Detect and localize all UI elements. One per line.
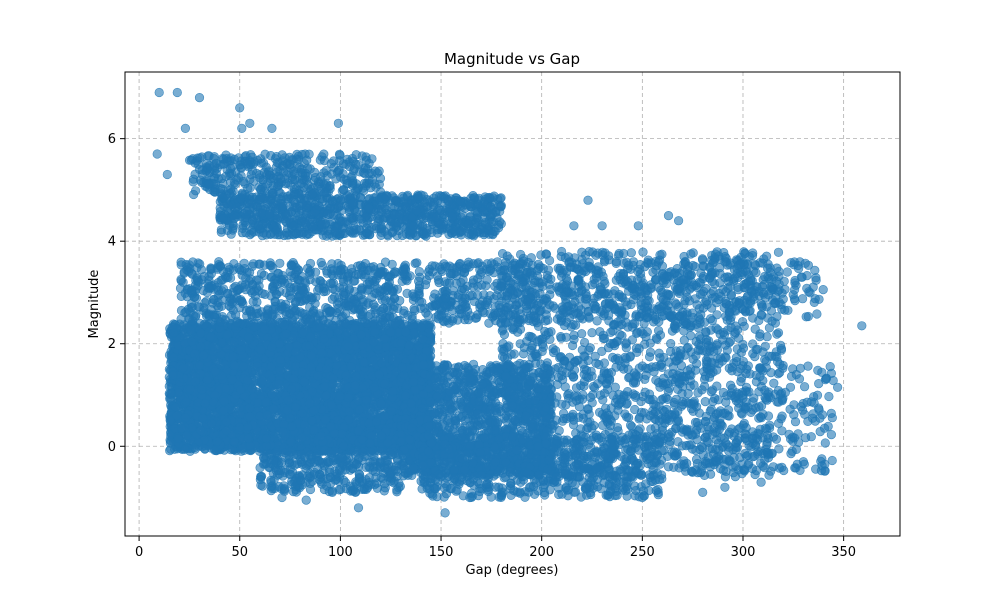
scatter-point <box>203 376 212 385</box>
scatter-point <box>169 353 178 362</box>
scatter-point <box>190 350 199 359</box>
scatter-point <box>195 361 204 370</box>
scatter-point <box>354 427 363 436</box>
scatter-point <box>169 329 178 338</box>
scatter-point <box>230 338 239 347</box>
scatter-point <box>288 422 297 431</box>
scatter-point <box>209 398 218 407</box>
scatter-point <box>230 437 239 446</box>
scatter-point <box>201 445 210 454</box>
scatter-point <box>418 335 427 344</box>
scatter-point <box>269 405 278 414</box>
scatter-point <box>186 385 195 394</box>
scatter-point <box>220 397 229 406</box>
scatter-point <box>380 334 389 343</box>
scatter-point <box>289 374 298 383</box>
scatter-point <box>228 375 237 384</box>
scatter-point <box>182 398 191 407</box>
scatter-point <box>282 329 291 338</box>
scatter-point <box>199 351 208 360</box>
chart-title: Magnitude vs Gap <box>444 50 580 68</box>
scatter-point <box>298 368 307 377</box>
scatter-point <box>342 371 351 380</box>
scatter-point <box>229 352 238 361</box>
scatter-point <box>275 380 284 389</box>
scatter-point <box>222 426 231 435</box>
data-points <box>153 88 866 517</box>
scatter-point <box>308 387 317 396</box>
scatter-point <box>369 338 378 347</box>
scatter-point <box>372 418 381 427</box>
scatter-point <box>166 439 175 448</box>
scatter-point <box>267 390 276 399</box>
scatter-point <box>365 419 374 428</box>
scatter-point <box>352 372 361 381</box>
scatter-point <box>320 382 329 391</box>
scatter-point <box>377 359 386 368</box>
scatter-point <box>366 411 375 420</box>
scatter-point <box>237 346 246 355</box>
scatter-point <box>201 399 210 408</box>
scatter-point <box>313 371 322 380</box>
scatter-point <box>300 378 309 387</box>
scatter-point <box>382 343 391 352</box>
scatter-point <box>213 437 222 446</box>
scatter-point <box>207 419 216 428</box>
scatter-point <box>286 414 295 423</box>
scatter-point <box>196 426 205 435</box>
